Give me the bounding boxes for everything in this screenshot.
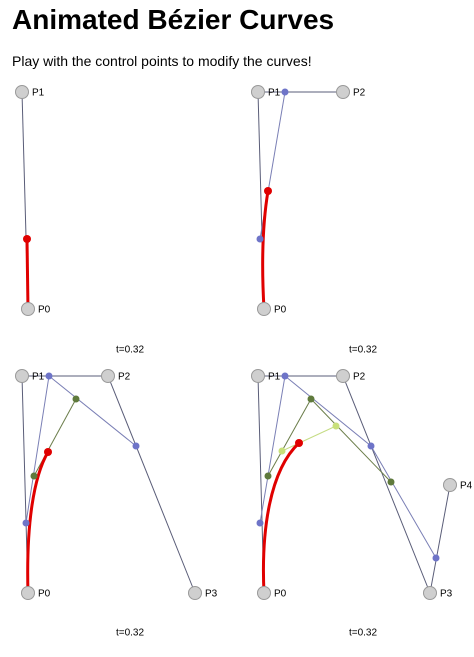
construction-point	[278, 447, 286, 455]
t-label: t=0.32	[116, 628, 145, 639]
point-label: P1	[268, 88, 281, 99]
point-label: P1	[32, 88, 45, 99]
curve-point	[44, 448, 52, 456]
control-point	[188, 586, 202, 600]
construction-point	[72, 395, 80, 403]
construction-point	[332, 422, 340, 430]
control-point	[101, 369, 115, 383]
point-label: P3	[440, 589, 453, 600]
control-polygon	[21, 375, 196, 594]
control-point	[21, 586, 35, 600]
construction-point	[256, 519, 264, 527]
point-label: P1	[268, 372, 281, 383]
point-label: P1	[32, 372, 45, 383]
point-label: P0	[274, 305, 287, 316]
control-point	[257, 302, 271, 316]
construction-line	[33, 398, 77, 477]
control-point	[336, 85, 350, 99]
point-label: P0	[38, 305, 51, 316]
bezier-curve	[261, 190, 270, 310]
construction-line	[259, 375, 437, 559]
point-label: P2	[118, 372, 131, 383]
construction-point	[256, 235, 264, 243]
point-label: P2	[353, 88, 366, 99]
point-label: P3	[205, 589, 218, 600]
construction-point	[45, 372, 53, 380]
point-label: P0	[274, 589, 287, 600]
control-point	[423, 586, 437, 600]
point-label: P0	[38, 589, 51, 600]
bezier-curve	[25, 238, 30, 310]
construction-point	[132, 442, 140, 450]
point-label: P4	[460, 481, 473, 492]
point-label: P2	[353, 372, 366, 383]
t-label: t=0.32	[349, 345, 378, 356]
bezier-curve	[26, 451, 50, 594]
construction-point	[307, 395, 315, 403]
construction-line	[281, 425, 337, 452]
control-point	[251, 369, 265, 383]
control-point	[336, 369, 350, 383]
t-label: t=0.32	[116, 345, 145, 356]
construction-point	[30, 472, 38, 480]
control-polygon	[257, 91, 343, 310]
control-point	[251, 85, 265, 99]
bezier-curve	[261, 441, 301, 594]
curve-point	[295, 439, 303, 447]
control-point	[15, 85, 29, 99]
t-label: t=0.32	[349, 628, 378, 639]
control-point	[257, 586, 271, 600]
subtitle: Play with the control points to modify t…	[12, 53, 312, 69]
page-title: Animated Bézier Curves	[12, 4, 335, 35]
construction-point	[432, 554, 440, 562]
construction-point	[264, 472, 272, 480]
control-point	[443, 478, 457, 492]
construction-point	[281, 88, 289, 96]
control-point	[15, 369, 29, 383]
construction-line	[25, 375, 137, 524]
control-point	[21, 302, 35, 316]
construction-point	[281, 372, 289, 380]
control-polygon	[257, 375, 451, 595]
curve-point	[23, 235, 31, 243]
construction-point	[367, 442, 375, 450]
construction-point	[387, 478, 395, 486]
construction-line	[267, 398, 392, 483]
construction-point	[22, 519, 30, 527]
curve-point	[264, 187, 272, 195]
